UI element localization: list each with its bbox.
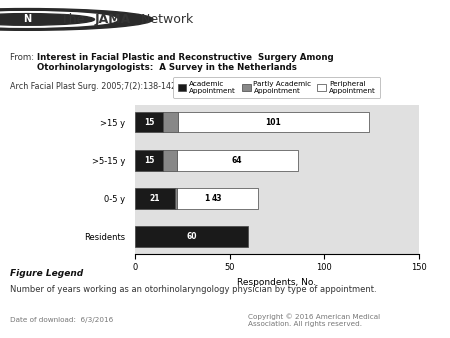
Bar xyxy=(179,112,369,132)
Bar xyxy=(175,188,176,209)
Bar xyxy=(135,188,175,209)
Bar xyxy=(135,112,163,132)
Text: Interest in Facial Plastic and Reconstructive  Surgery Among Otorhinolaryngologi: Interest in Facial Plastic and Reconstru… xyxy=(37,53,333,72)
Circle shape xyxy=(0,11,117,27)
Bar xyxy=(176,188,258,209)
Text: 64: 64 xyxy=(232,155,242,165)
Circle shape xyxy=(0,14,94,25)
Text: 1: 1 xyxy=(204,194,209,203)
Text: The: The xyxy=(61,13,88,26)
Text: 15: 15 xyxy=(144,155,154,165)
Bar xyxy=(163,150,176,171)
Text: 15: 15 xyxy=(144,118,154,126)
Text: Number of years working as an otorhinolaryngology physician by type of appointme: Number of years working as an otorhinola… xyxy=(10,285,377,294)
Bar xyxy=(163,112,179,132)
Text: Arch Facial Plast Surg. 2005;7(2):138-142  doi:10.1001/archfaci.7.2.138: Arch Facial Plast Surg. 2005;7(2):138-14… xyxy=(10,82,297,91)
Text: 43: 43 xyxy=(212,194,222,203)
Text: 60: 60 xyxy=(186,232,197,241)
Legend: Academic
Appointment, Partly Academic
Appointment, Peripheral
Appointment: Academic Appointment, Partly Academic Ap… xyxy=(173,76,380,98)
Text: JAMA: JAMA xyxy=(94,13,131,26)
Text: Date of download:  6/3/2016: Date of download: 6/3/2016 xyxy=(10,317,113,323)
Circle shape xyxy=(0,8,153,30)
Text: Copyright © 2016 American Medical
Association. All rights reserved.: Copyright © 2016 American Medical Associ… xyxy=(248,313,380,327)
Bar xyxy=(135,150,163,171)
Text: From:: From: xyxy=(10,53,37,62)
Text: 21: 21 xyxy=(149,194,160,203)
Text: Figure Legend: Figure Legend xyxy=(10,269,83,278)
Bar xyxy=(135,226,248,247)
Text: N: N xyxy=(23,15,31,24)
Bar xyxy=(176,150,297,171)
Text: Network: Network xyxy=(137,13,194,26)
Text: 101: 101 xyxy=(265,118,281,126)
X-axis label: Respondents, No.: Respondents, No. xyxy=(237,278,316,287)
